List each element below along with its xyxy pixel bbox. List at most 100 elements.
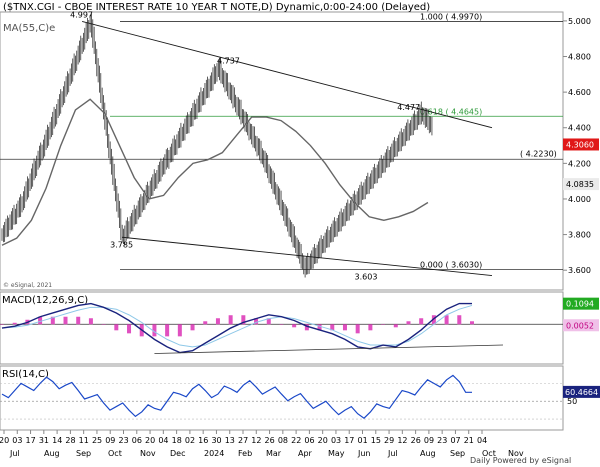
macd-histogram-bar bbox=[317, 324, 322, 331]
price-y-tick-label: 4.000 bbox=[568, 195, 591, 204]
macd-histogram-bar bbox=[393, 324, 398, 328]
chart-title: ($TNX.CGI - CBOE INTEREST RATE 10 YEAR T… bbox=[3, 2, 430, 13]
date-month-label: Nov bbox=[508, 449, 524, 458]
date-tick-label: 20 bbox=[145, 436, 155, 445]
price-y-tick-label: 4.800 bbox=[568, 53, 591, 62]
date-month-label: Dec bbox=[170, 449, 185, 458]
macd-histogram-bar bbox=[76, 316, 81, 325]
date-tick-label: 13 bbox=[225, 436, 235, 445]
macd-histogram-bar bbox=[114, 324, 119, 331]
macd-badge-label: 0.1094 bbox=[566, 300, 594, 309]
date-tick-label: 06 bbox=[304, 436, 314, 445]
price-annotation: 4.997 bbox=[70, 10, 93, 19]
date-tick-label: 28 bbox=[65, 436, 75, 445]
macd-histogram-bar bbox=[266, 318, 271, 325]
date-month-label: Aug bbox=[420, 449, 436, 458]
price-panel: ($TNX.CGI - CBOE INTEREST RATE 10 YEAR T… bbox=[0, 2, 599, 291]
date-tick-label: 23 bbox=[119, 436, 129, 445]
macd-histogram-bar bbox=[406, 321, 411, 325]
date-tick-label: 12 bbox=[251, 436, 261, 445]
ma-label: MA(55,C)e bbox=[3, 23, 55, 34]
date-tick-label: 31 bbox=[39, 436, 49, 445]
price-annotation: 3.785 bbox=[110, 240, 133, 249]
date-tick-label: 30 bbox=[211, 436, 221, 445]
macd-badges: 0.1094 0.0052 bbox=[563, 297, 599, 332]
macd-histogram-bar bbox=[127, 324, 132, 334]
macd-histogram-bar bbox=[470, 321, 474, 325]
macd-series bbox=[0, 302, 563, 354]
macd-histogram-bar bbox=[457, 315, 462, 325]
date-tick-label: 26 bbox=[411, 436, 421, 445]
date-tick-label: 03 bbox=[12, 436, 22, 445]
date-tick-label: 12 bbox=[397, 436, 407, 445]
price-badge-label: 4.3060 bbox=[566, 140, 594, 149]
date-tick-label: 21 bbox=[464, 436, 474, 445]
date-month-label: Mar bbox=[266, 449, 282, 458]
macd-histogram-bar bbox=[63, 316, 68, 325]
macd-histogram-bar bbox=[0, 324, 4, 325]
macd-histogram-bar bbox=[50, 316, 55, 325]
date-tick-label: 17 bbox=[344, 436, 354, 445]
price-plot-area bbox=[0, 11, 564, 291]
price-y-tick-label: 4.400 bbox=[568, 124, 591, 133]
macd-histogram-bar bbox=[12, 322, 17, 325]
date-tick-label: 07 bbox=[450, 436, 460, 445]
macd-histogram-bar bbox=[368, 324, 373, 331]
price-y-tick-label: 4.200 bbox=[568, 159, 591, 168]
date-tick-label: 09 bbox=[424, 436, 434, 445]
macd-histogram-bar bbox=[304, 324, 309, 331]
price-series bbox=[1, 13, 433, 278]
date-tick-label: 14 bbox=[52, 436, 62, 445]
date-month-label: Sep bbox=[76, 449, 91, 458]
fib-levels: 1.000 ( 4.9970) 0.618 ( 4.4645) 0.000 ( 3.… bbox=[0, 12, 563, 271]
date-month-label: Oct bbox=[482, 449, 496, 458]
date-tick-label: 26 bbox=[265, 436, 275, 445]
date-tick-label: 09 bbox=[105, 436, 115, 445]
price-y-axis: 3.600 3.800 4.000 4.200 4.400 4.600 4.800 5.000 bbox=[563, 17, 591, 275]
date-month-label: Aug bbox=[44, 449, 60, 458]
macd-panel: MACD(12,26,9,C) 0.1094 0.0052 bbox=[0, 291, 599, 365]
macd-histogram-bar bbox=[88, 318, 93, 325]
price-badges: 4.3060 4.0835 bbox=[563, 138, 599, 191]
date-tick-label: 04 bbox=[158, 436, 168, 445]
date-tick-label: 29 bbox=[384, 436, 394, 445]
macd-histogram-bar bbox=[444, 315, 449, 325]
macd-histogram-bar bbox=[431, 315, 436, 325]
price-y-tick-label: 3.600 bbox=[568, 266, 591, 275]
macd-histogram-bar bbox=[177, 324, 182, 337]
macd-badge bbox=[563, 297, 599, 310]
fib-label: 0.000 ( 3.6030) bbox=[420, 261, 482, 270]
date-month-label: Nov bbox=[140, 449, 156, 458]
macd-histogram-bar bbox=[292, 324, 297, 328]
rsi-badge bbox=[563, 385, 600, 398]
date-tick-label: 25 bbox=[92, 436, 102, 445]
price-badge bbox=[563, 138, 599, 151]
macd-histogram-bar bbox=[165, 324, 170, 337]
fib-label: 0.618 ( 4.4645) bbox=[420, 107, 482, 116]
macd-badge-label: 0.0052 bbox=[566, 321, 594, 330]
macd-histogram-bar bbox=[215, 318, 220, 325]
rsi-y-tick-label: 50 bbox=[567, 397, 577, 406]
price-y-tick-label: 3.800 bbox=[568, 231, 591, 240]
price-y-tick-label: 4.600 bbox=[568, 88, 591, 97]
macd-histogram-bar bbox=[38, 316, 43, 325]
date-tick-label: 20 bbox=[0, 436, 9, 445]
date-month-label: Sep bbox=[450, 449, 465, 458]
date-tick-label: 20 bbox=[318, 436, 328, 445]
macd-histogram-bar bbox=[101, 324, 106, 325]
price-badge bbox=[563, 178, 599, 191]
date-tick-label: 23 bbox=[437, 436, 447, 445]
fib-label: 1.000 ( 4.9970) bbox=[420, 12, 482, 21]
price-annotation: 4.737 bbox=[217, 57, 240, 66]
rsi-badge-label: 60.4664 bbox=[565, 388, 598, 397]
macd-histogram-bar bbox=[330, 324, 335, 331]
rsi-line bbox=[1, 374, 472, 419]
date-tick-label: 02 bbox=[185, 436, 195, 445]
price-badge-label: 4.0835 bbox=[566, 180, 594, 189]
macd-divergence-line bbox=[154, 344, 504, 354]
support-trendline bbox=[122, 236, 493, 276]
footer-label: Daily Powered by eSignal bbox=[470, 456, 571, 465]
macd-histogram-bar bbox=[279, 324, 284, 325]
macd-badge bbox=[563, 319, 599, 332]
price-annotations: 4.997 4.737 4.477 3.785 3.603 bbox=[70, 10, 420, 281]
